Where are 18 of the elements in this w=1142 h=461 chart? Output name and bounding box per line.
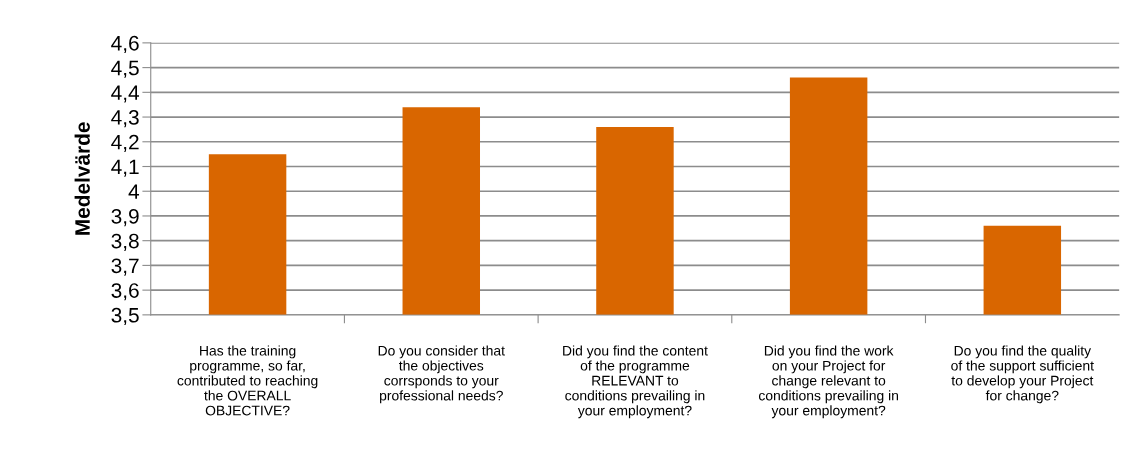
y-tick-label: 4,2 (111, 134, 139, 152)
y-tick-label: 4,4 (111, 85, 140, 103)
x-tick-label: Did you find the work on your Project for change relevant to conditions prevailing in your employment? (758, 345, 898, 419)
x-tick-label: Do you find the quality of the support sufficient to develop your Project for change? (951, 345, 1094, 404)
x-tick-label: Did you find the content of the programme RELEVANT to conditions prevailing in your employment? (563, 345, 708, 419)
y-tick-label: 3,9 (111, 208, 139, 227)
x-tick-label: Do you consider that the objectives corrsponds to your professional needs? (378, 345, 505, 404)
y-axis-title: Medelvärde (74, 122, 90, 235)
y-tick-label: 4,5 (111, 60, 139, 78)
y-tick-label: 4,6 (111, 35, 139, 54)
y-tick-label: 4 (128, 184, 140, 199)
x-tick-label: Has the training programme, so far, contributed to reaching the OVERALL OBJECTIVE? (177, 345, 318, 416)
y-tick-label: 4,1 (111, 159, 139, 177)
y-tick-label: 3,8 (111, 233, 139, 251)
y-tick-label: 3,6 (111, 283, 139, 301)
y-tick-label: 3,7 (111, 258, 139, 276)
y-tick-label: 3,5 (111, 307, 139, 326)
y-tick-label: 4,3 (111, 110, 139, 128)
